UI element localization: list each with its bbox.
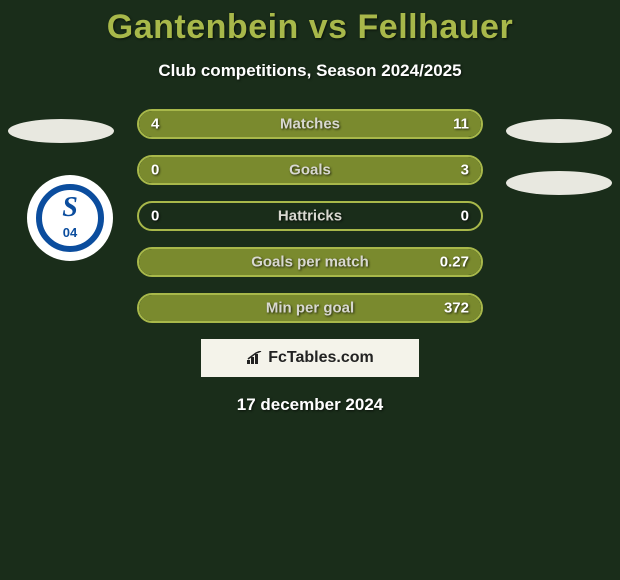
stat-right-value: 372 — [444, 300, 469, 317]
club-logo-left: S 04 — [27, 175, 113, 261]
club-logo-number: 04 — [63, 225, 77, 240]
stat-row: 0 Hattricks 0 — [137, 201, 483, 231]
chart-icon — [246, 351, 264, 365]
stat-label: Matches — [280, 116, 340, 133]
club-logo-inner: S 04 — [36, 184, 104, 252]
stat-row: 0 Goals 3 — [137, 155, 483, 185]
watermark-text: FcTables.com — [268, 349, 374, 367]
stat-label: Goals — [289, 162, 331, 179]
stat-row: Goals per match 0.27 — [137, 247, 483, 277]
page-title: Gantenbein vs Fellhauer — [0, 0, 620, 47]
stat-left-value: 0 — [151, 208, 159, 225]
stat-left-value: 0 — [151, 162, 159, 179]
player-avatar-left — [8, 119, 114, 143]
stat-label: Hattricks — [278, 208, 342, 225]
stat-left-value: 4 — [151, 116, 159, 133]
player-avatar-right — [506, 119, 612, 143]
stat-label: Min per goal — [266, 300, 354, 317]
club-logo-letter: S — [62, 194, 78, 222]
date-text: 17 december 2024 — [0, 395, 620, 415]
subtitle: Club competitions, Season 2024/2025 — [0, 61, 620, 81]
stat-label: Goals per match — [251, 254, 369, 271]
stat-right-value: 3 — [461, 162, 469, 179]
stat-row: Min per goal 372 — [137, 293, 483, 323]
club-logo-right — [506, 171, 612, 195]
watermark: FcTables.com — [246, 349, 374, 367]
stat-right-value: 0 — [461, 208, 469, 225]
stats-column: 4 Matches 11 0 Goals 3 0 Hattricks 0 Goals per ma… — [137, 109, 483, 323]
watermark-box: FcTables.com — [201, 339, 419, 377]
stat-right-value: 11 — [453, 116, 469, 133]
stat-row: 4 Matches 11 — [137, 109, 483, 139]
content-area: S 04 4 Matches 11 0 Goals 3 0 Hattricks 0 Goals p… — [0, 109, 620, 415]
stat-right-value: 0.27 — [440, 254, 469, 271]
